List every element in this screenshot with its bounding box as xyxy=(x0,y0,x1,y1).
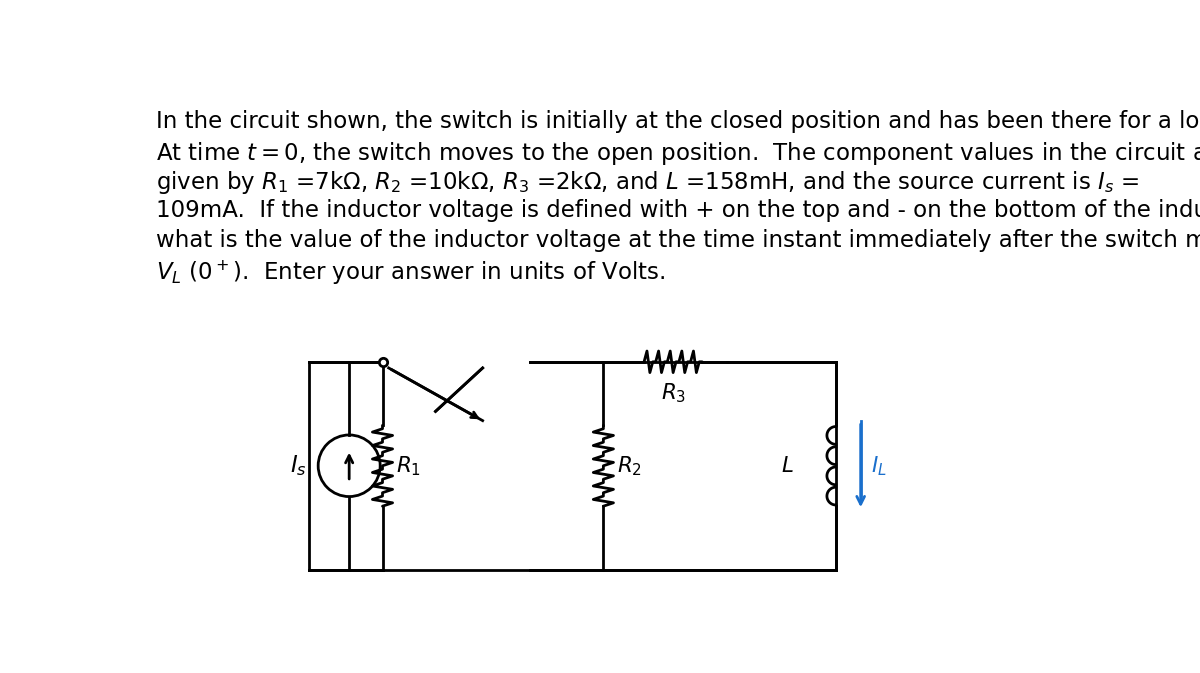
Text: 109mA.  If the inductor voltage is defined with + on the top and - on the bottom: 109mA. If the inductor voltage is define… xyxy=(156,199,1200,222)
Text: At time $t = 0$, the switch moves to the open position.  The component values in: At time $t = 0$, the switch moves to the… xyxy=(156,140,1200,167)
Text: $R_1$: $R_1$ xyxy=(396,454,421,478)
Text: $I_s$: $I_s$ xyxy=(290,454,306,479)
Text: given by $R_1$ =7kΩ, $R_2$ =10kΩ, $R_3$ =2kΩ, and $L$ =158mH, and the source cur: given by $R_1$ =7kΩ, $R_2$ =10kΩ, $R_3$ … xyxy=(156,170,1139,197)
Text: $R_2$: $R_2$ xyxy=(617,454,642,478)
Text: In the circuit shown, the switch is initially at the closed position and has bee: In the circuit shown, the switch is init… xyxy=(156,110,1200,133)
Text: $I_L$: $I_L$ xyxy=(871,454,887,478)
Text: $L$: $L$ xyxy=(780,456,793,476)
Text: $V_L$ $(0^+)$.  Enter your answer in units of Volts.: $V_L$ $(0^+)$. Enter your answer in unit… xyxy=(156,258,666,287)
Text: what is the value of the inductor voltage at the time instant immediately after : what is the value of the inductor voltag… xyxy=(156,229,1200,252)
Text: $R_3$: $R_3$ xyxy=(660,382,685,405)
